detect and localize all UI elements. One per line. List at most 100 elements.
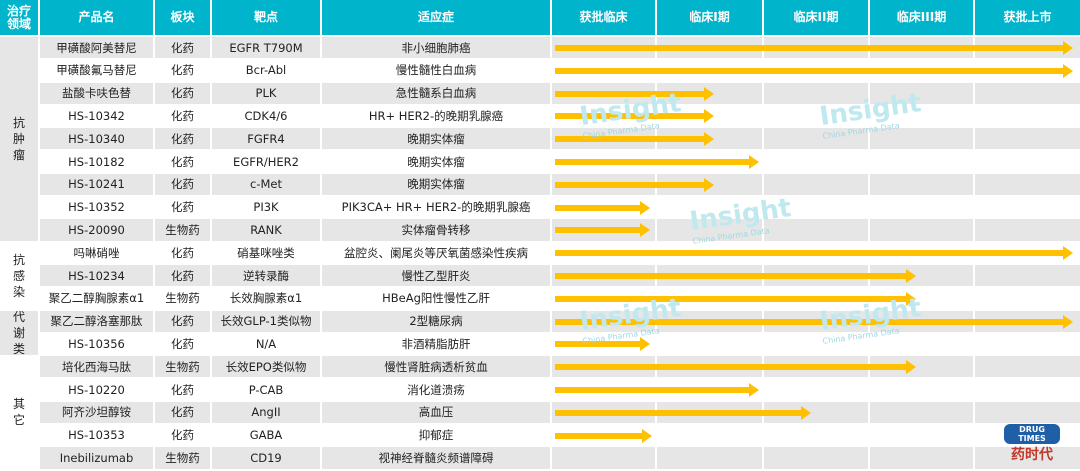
cell-target: EGFR/HER2	[212, 151, 320, 173]
cell-name: HS-10241	[40, 173, 153, 196]
stage-cell	[764, 105, 868, 127]
category-cell: 抗感染	[0, 242, 38, 310]
cell-type: 化药	[155, 333, 210, 355]
stage-cell	[870, 356, 973, 378]
arrow-head	[905, 291, 916, 306]
logo-badge: DRUG TIMES	[1004, 424, 1060, 444]
logo-name: 药时代	[1011, 447, 1053, 463]
cell-target: 长效胸腺素α1	[212, 287, 320, 310]
stage-cell	[975, 333, 1080, 355]
stage-cell	[764, 447, 868, 469]
stage-cell	[870, 105, 973, 127]
cell-type: 化药	[155, 310, 210, 332]
cell-name: 聚乙二醇胸腺素α1	[40, 287, 153, 310]
cell-target: 逆转录酶	[212, 265, 320, 287]
cell-indication: HR+ HER2-的晚期乳腺癌	[322, 105, 550, 127]
arrow-shaft	[555, 387, 750, 393]
cell-indication: 晚期实体瘤	[322, 128, 550, 150]
arrow-head	[639, 223, 650, 238]
cell-target: P-CAB	[212, 379, 320, 401]
stage-cell	[764, 82, 868, 104]
stage-cell	[764, 333, 868, 355]
progress-arrow	[555, 246, 1073, 261]
cell-indication: HBeAg阳性慢性乙肝	[322, 287, 550, 310]
stage-cell	[975, 82, 1080, 104]
stage-cell	[870, 287, 973, 310]
cell-type: 化药	[155, 105, 210, 127]
arrow-shaft	[555, 181, 705, 188]
arrow-head	[703, 109, 714, 124]
cell-name: 盐酸卡呋色替	[40, 82, 153, 104]
stage-cell	[975, 151, 1080, 173]
arrow-head	[748, 383, 759, 397]
category-cell: 抗肿瘤	[0, 37, 38, 241]
arrow-head	[1063, 63, 1073, 78]
header-5: 获批临床	[552, 0, 655, 35]
stage-cell	[870, 265, 973, 287]
cell-name: HS-10353	[40, 424, 153, 446]
cell-target: 长效EPO类似物	[212, 356, 320, 378]
cell-name: 甲磺酸阿美替尼	[40, 37, 153, 59]
stage-cell	[764, 219, 868, 241]
cell-indication: 实体瘤骨转移	[322, 219, 550, 241]
cell-indication: 晚期实体瘤	[322, 173, 550, 196]
progress-arrow	[555, 383, 759, 397]
stage-cell	[870, 151, 973, 173]
stage-cell	[870, 379, 973, 401]
stage-cell	[870, 128, 973, 150]
cell-target: N/A	[212, 333, 320, 355]
cell-name: HS-10352	[40, 196, 153, 218]
arrow-head	[905, 269, 916, 283]
arrow-head	[639, 337, 650, 352]
cell-indication: 晚期实体瘤	[322, 151, 550, 173]
stage-cell	[764, 151, 868, 173]
arrow-shaft	[555, 113, 705, 120]
cell-target: 长效GLP-1类似物	[212, 310, 320, 332]
progress-arrow	[555, 360, 916, 375]
arrow-head	[1063, 246, 1073, 261]
cell-target: 硝基咪唑类	[212, 242, 320, 264]
progress-arrow	[555, 223, 650, 238]
cell-name: 培化西海马肽	[40, 356, 153, 378]
cell-name: HS-10234	[40, 265, 153, 287]
cell-name: HS-10182	[40, 151, 153, 173]
stage-cell	[975, 219, 1080, 241]
stage-cell	[975, 265, 1080, 287]
cell-type: 化药	[155, 265, 210, 287]
stage-cell	[975, 287, 1080, 310]
stage-cell	[975, 105, 1080, 127]
cell-target: GABA	[212, 424, 320, 446]
stage-cell	[975, 356, 1080, 378]
arrow-shaft	[555, 227, 641, 234]
cell-name: Inebilizumab	[40, 447, 153, 469]
cell-name: HS-10356	[40, 333, 153, 355]
stage-cell	[764, 401, 868, 424]
stage-cell	[870, 424, 973, 446]
cell-type: 生物药	[155, 219, 210, 241]
cell-indication: 2型糖尿病	[322, 310, 550, 332]
stage-cell	[870, 82, 973, 104]
stage-cell	[975, 447, 1080, 469]
stage-cell	[764, 128, 868, 150]
cell-type: 化药	[155, 173, 210, 196]
header-6: 临床I期	[657, 0, 762, 35]
cell-indication: 慢性肾脏病透析贫血	[322, 356, 550, 378]
stage-cell	[657, 424, 762, 446]
progress-arrow	[555, 41, 1073, 55]
arrow-shaft	[555, 318, 1064, 325]
header-0: 治疗领域	[0, 0, 38, 35]
stage-cell	[975, 128, 1080, 150]
progress-arrow	[555, 314, 1073, 329]
header-8: 临床III期	[870, 0, 973, 35]
arrow-shaft	[555, 159, 750, 165]
stage-cell	[975, 379, 1080, 401]
arrow-shaft	[555, 432, 643, 439]
cell-type: 化药	[155, 242, 210, 264]
progress-arrow	[555, 177, 714, 192]
stage-cell	[975, 196, 1080, 218]
arrow-shaft	[555, 341, 641, 348]
cell-indication: PIK3CA+ HR+ HER2-的晚期乳腺癌	[322, 196, 550, 218]
stage-cell	[870, 173, 973, 196]
stage-cell	[657, 196, 762, 218]
